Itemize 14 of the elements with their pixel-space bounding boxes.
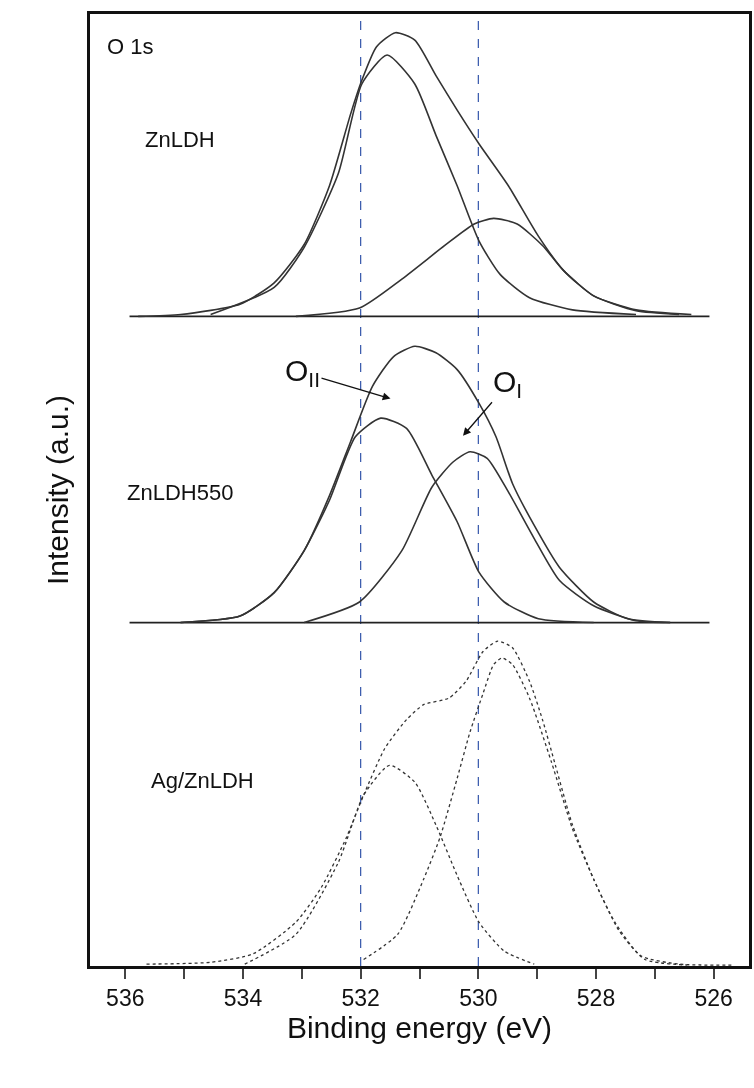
annotation: O$_{II}$ <box>285 354 321 392</box>
x-tick-label: 536 <box>106 985 145 1012</box>
x-tick-label: 530 <box>459 985 498 1012</box>
x-axis-title: Binding energy (eV) <box>286 1011 553 1045</box>
annotation: ZnLDH <box>145 127 215 152</box>
x-tick-label: 534 <box>223 985 263 1012</box>
annotation: Ag/ZnLDH <box>151 768 254 793</box>
x-tick-label: 532 <box>341 985 380 1012</box>
annotation: O 1s <box>107 34 154 59</box>
y-axis-title: Intensity (a.u.) <box>41 394 75 586</box>
annotation: ZnLDH550 <box>127 480 234 505</box>
x-tick-label: 528 <box>576 985 616 1012</box>
x-tick-label: 526 <box>694 985 733 1012</box>
annotation: O$_{I}$ <box>493 365 523 403</box>
